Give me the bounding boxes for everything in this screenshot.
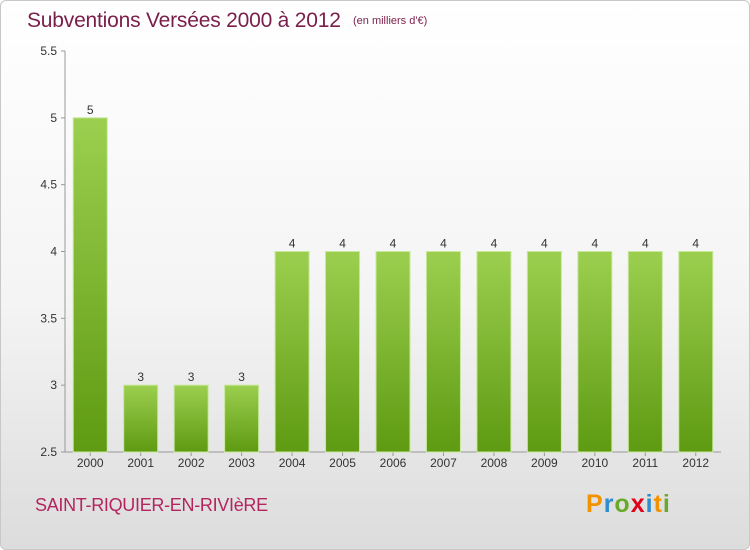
data-label-2000: 5	[87, 103, 94, 117]
data-label-2008: 4	[491, 237, 498, 251]
data-label-2010: 4	[592, 237, 599, 251]
bar-2007	[425, 251, 461, 453]
x-tick-label-2007: 2007	[430, 456, 457, 470]
x-tick-label-2006: 2006	[380, 456, 407, 470]
y-tick-label: 5	[50, 111, 57, 125]
x-tick-label-2011: 2011	[632, 456, 658, 470]
bar-2002	[173, 384, 209, 453]
x-tick-label-2003: 2003	[228, 456, 255, 470]
data-label-2007: 4	[440, 237, 447, 251]
x-tick-label-2008: 2008	[481, 456, 508, 470]
data-label-2001: 3	[137, 370, 144, 384]
data-label-2006: 4	[390, 237, 397, 251]
x-tick-label-2009: 2009	[531, 456, 558, 470]
y-tick-label: 4.5	[40, 178, 57, 192]
bar-2012	[678, 251, 714, 453]
bar-2003	[224, 384, 260, 453]
bar-2004	[274, 251, 310, 453]
bar-2010	[577, 251, 613, 453]
data-label-2004: 4	[289, 237, 296, 251]
y-tick-label: 3.5	[40, 311, 57, 325]
bars: 5 3 3 3 4 4 4 4 4 4 4 4 4	[72, 103, 714, 453]
x-tick-label-2001: 2001	[127, 456, 154, 470]
y-tick-label: 2.5	[40, 445, 57, 459]
x-tick-label-2002: 2002	[178, 456, 205, 470]
y-tick-label: 4	[50, 245, 57, 259]
y-tick-label: 5.5	[40, 44, 57, 58]
proxiti-logo: Proxiti	[586, 490, 671, 518]
y-tick-label: 3	[50, 378, 57, 392]
data-label-2011: 4	[642, 237, 649, 251]
data-label-2003: 3	[238, 370, 245, 384]
chart-title: Subventions Versées 2000 à 2012	[27, 9, 341, 32]
data-label-2009: 4	[541, 237, 548, 251]
bar-2000	[72, 117, 108, 453]
bar-2009	[526, 251, 562, 453]
bar-2006	[375, 251, 411, 453]
data-label-2005: 4	[339, 237, 346, 251]
bar-2011	[627, 251, 663, 453]
data-label-2002: 3	[188, 370, 195, 384]
bar-2001	[123, 384, 159, 453]
bar-2005	[325, 251, 361, 453]
data-label-2012: 4	[692, 237, 699, 251]
x-tick-label-2012: 2012	[682, 456, 709, 470]
x-tick-label-2010: 2010	[581, 456, 608, 470]
x-tick-label-2000: 2000	[77, 456, 104, 470]
x-tick-label-2004: 2004	[279, 456, 306, 470]
bar-2008	[476, 251, 512, 453]
x-tick-label-2005: 2005	[329, 456, 356, 470]
commune-name: SAINT-RIQUIER-EN-RIVIèRE	[35, 495, 268, 515]
chart-subtitle: (en milliers d'€)	[353, 15, 428, 27]
